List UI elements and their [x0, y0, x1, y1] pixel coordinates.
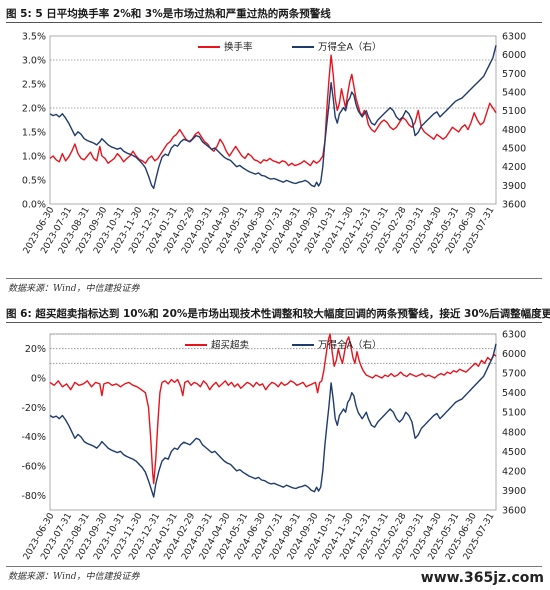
y-right-tick-label: 6000 [502, 349, 526, 360]
y-right-tick-label: 3900 [502, 181, 526, 192]
y-right-tick-label: 6300 [502, 32, 526, 43]
y-left-tick-label: 3.5% [22, 32, 46, 43]
y-right-tick-label: 6000 [502, 50, 526, 61]
y-left-tick-label: 3.0% [22, 56, 46, 67]
plot-frame [49, 35, 497, 205]
figure-6-chart: -80% -60% -40% -20% 0% 20% 3600 3900 4200 4500 480… [21, 330, 526, 562]
y-left-tick-label: 1.0% [22, 152, 46, 163]
figure-5-title: 图 5: 5 日平均换手率 2%和 3%是市场过热和严重过热的两条预警线 [6, 8, 331, 20]
figure-5-top-rule [6, 22, 542, 23]
y-right-tick-label: 4500 [502, 144, 526, 155]
series-line-right [49, 343, 497, 498]
y-left-tick-label: -20% [21, 403, 46, 414]
y-right-tick-label: 3900 [502, 486, 526, 497]
figure-5-chart: 0.0% 0.5% 1.0% 1.5% 2.0% 2.5% 3.0% 3.5% 3600 3900… [22, 32, 526, 256]
y-right-tick-label: 5700 [502, 69, 526, 80]
series-line-left [49, 333, 497, 485]
y-right-tick-label: 4200 [502, 466, 526, 477]
y-right-tick-label: 5100 [502, 106, 526, 117]
y-right-tick-label: 5400 [502, 88, 526, 99]
figure-5-source: 数据来源：Wind，中信建投证券 [8, 284, 140, 294]
y-left-tick-label: -40% [21, 432, 46, 443]
legend-label: 万得全A（右） [318, 339, 382, 351]
figure-6-bottom-rule [6, 566, 542, 567]
y-left-tick-label: 2.0% [22, 104, 46, 115]
y-right-tick-label: 4800 [502, 125, 526, 136]
y-right-tick-label: 4500 [502, 447, 526, 458]
y-right-tick-label: 5100 [502, 408, 526, 419]
series-line-left [49, 54, 497, 167]
y-left-tick-label: 0% [31, 374, 46, 385]
y-left-tick-label: 0.5% [22, 176, 46, 187]
y-right-tick-label: 5700 [502, 369, 526, 380]
y-right-tick-label: 6300 [502, 330, 526, 341]
y-right-tick-label: 5400 [502, 388, 526, 399]
y-left-tick-label: 2.5% [22, 80, 46, 91]
legend-label: 超买超卖 [211, 339, 249, 351]
y-left-tick-label: 1.5% [22, 128, 46, 139]
y-left-tick-label: 0.0% [22, 200, 46, 211]
y-right-tick-label: 4800 [502, 427, 526, 438]
figure-5-bottom-rule [6, 278, 542, 279]
y-right-tick-label: 3600 [502, 200, 526, 211]
figure-6-top-rule [6, 322, 542, 323]
series-line-right [49, 45, 497, 190]
watermark: www.365jz.com [420, 570, 544, 586]
figure-6-source: 数据来源：Wind，中信建投证券 [8, 572, 140, 582]
figure-6-title: 图 6: 超买超卖指标达到 10%和 20%是市场出现技术性调整和较大幅度回调的… [6, 308, 550, 320]
y-right-tick-label: 4200 [502, 162, 526, 173]
legend-label: 万得全A（右） [318, 41, 382, 53]
y-left-tick-label: -80% [21, 491, 46, 502]
y-right-tick-label: 3600 [502, 506, 526, 517]
legend-label: 换手率 [224, 41, 253, 53]
y-left-tick-label: 20% [25, 344, 46, 355]
y-left-tick-label: -60% [21, 462, 46, 473]
